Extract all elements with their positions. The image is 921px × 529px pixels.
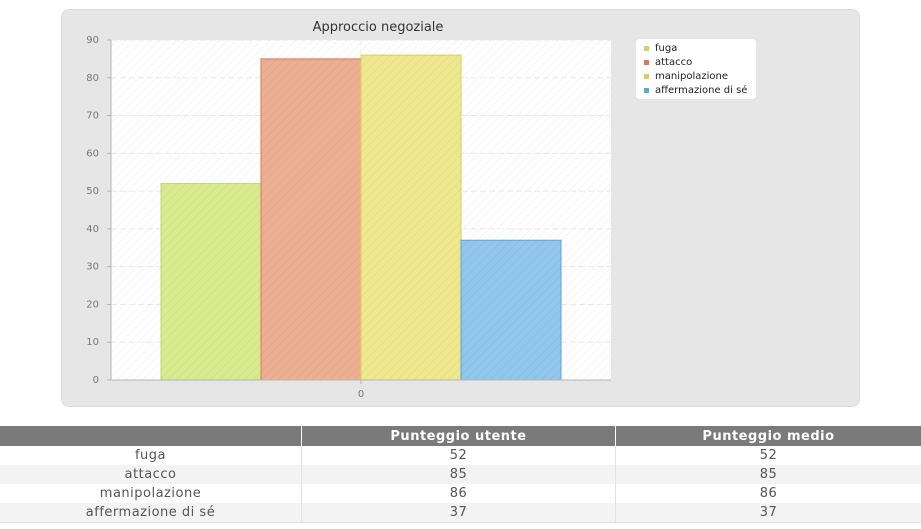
average-score: 52	[615, 446, 921, 465]
legend-label: affermazione di sé	[655, 84, 748, 96]
bar-hatch	[261, 58, 361, 381]
column-header	[0, 426, 302, 446]
y-tick-label: 90	[86, 35, 99, 46]
table-row: affermazione di sé 37 37	[0, 503, 921, 523]
y-tick-label: 60	[86, 148, 99, 159]
legend-label: attacco	[655, 56, 693, 68]
bar-chart: Approccio negoziale 0 10 20 30 40 50 60 70 80 90 0	[86, 20, 611, 400]
legend-label: fuga	[655, 42, 678, 54]
table-row: fuga 52 52	[0, 446, 921, 465]
table-row: manipolazione 86 86	[0, 484, 921, 503]
legend-swatch	[644, 45, 649, 51]
row-label: attacco	[0, 465, 302, 484]
legend-item: attacco	[640, 55, 752, 69]
legend-swatch	[644, 59, 649, 65]
legend-label: manipolazione	[655, 70, 728, 82]
user-score: 52	[301, 446, 616, 465]
chart-panel: Approccio negoziale 0 10 20 30 40 50 60 70 80 90 0…	[61, 9, 860, 407]
scores-table: Punteggio utente Punteggio medio fuga 52…	[0, 426, 921, 523]
row-label: affermazione di sé	[0, 503, 302, 523]
row-label: fuga	[0, 446, 302, 465]
average-score: 86	[615, 484, 921, 503]
y-tick-label: 50	[86, 186, 99, 197]
y-tick-label: 10	[86, 337, 99, 348]
legend-swatch	[644, 73, 649, 79]
user-score: 85	[301, 465, 616, 484]
legend-swatch	[644, 87, 649, 93]
y-tick-label: 70	[86, 111, 99, 122]
y-tick-label: 30	[86, 262, 99, 273]
bar-hatch	[361, 55, 461, 380]
table-header-row: Punteggio utente Punteggio medio	[0, 426, 921, 446]
y-tick-label: 40	[86, 224, 99, 235]
legend-item: manipolazione	[640, 69, 752, 83]
average-score: 85	[615, 465, 921, 484]
legend-item: fuga	[640, 41, 752, 55]
y-tick-label: 80	[86, 73, 99, 84]
legend-item: affermazione di sé	[640, 83, 752, 97]
bar-hatch	[461, 240, 561, 380]
user-score: 86	[301, 484, 616, 503]
table-row: attacco 85 85	[0, 465, 921, 484]
row-label: manipolazione	[0, 484, 302, 503]
user-score: 37	[301, 503, 616, 523]
column-header-user-score: Punteggio utente	[301, 426, 616, 446]
bar-hatch	[161, 183, 261, 380]
y-tick-label: 20	[86, 299, 99, 310]
x-tick-label: 0	[358, 389, 364, 400]
chart-title: Approccio negoziale	[313, 20, 444, 35]
legend: fuga attacco manipolazione affermazione di …	[636, 39, 756, 99]
column-header-average-score: Punteggio medio	[615, 426, 921, 446]
average-score: 37	[615, 503, 921, 523]
y-tick-label: 0	[93, 375, 99, 386]
